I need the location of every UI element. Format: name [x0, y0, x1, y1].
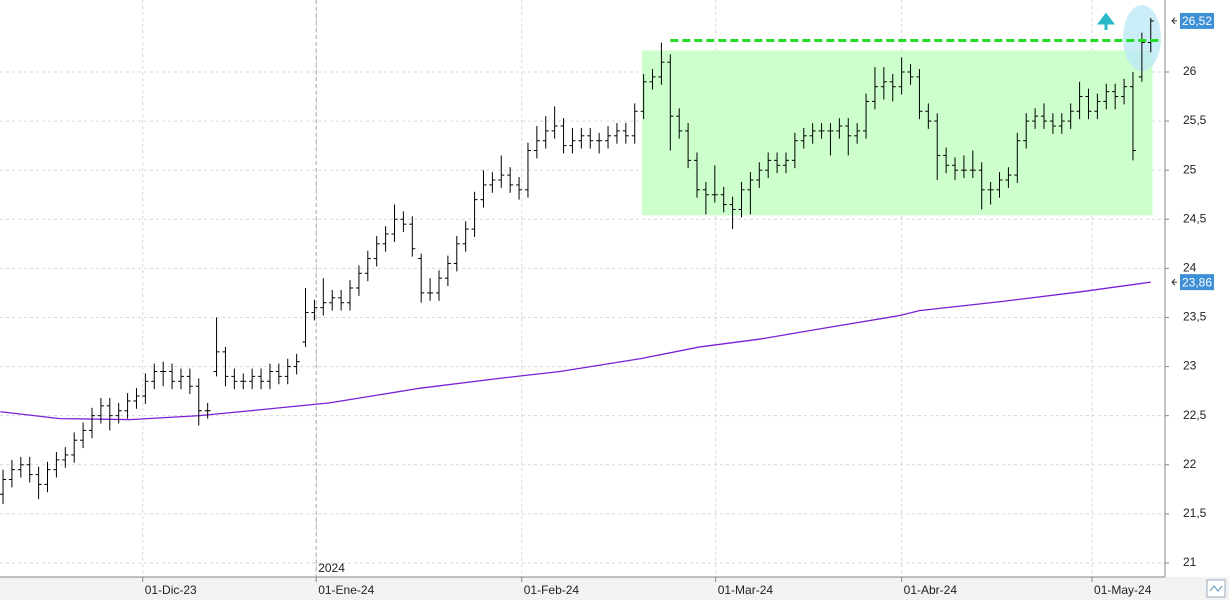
y-tick-label: 26	[1183, 64, 1197, 78]
up-arrow-icon	[1097, 12, 1115, 30]
year-label: 2024	[318, 561, 345, 575]
x-tick-label: 01-Mar-24	[718, 583, 774, 597]
x-tick-label: 01-Feb-24	[524, 583, 580, 597]
x-tick-label: 01-Dic-23	[145, 583, 197, 597]
x-tick-label: 01-Ene-24	[318, 583, 374, 597]
price-pointer	[1171, 278, 1177, 286]
y-tick-label: 22,5	[1183, 408, 1207, 422]
x-axis-band	[0, 577, 1229, 600]
price-label: 26,52	[1182, 14, 1212, 28]
range-box	[641, 50, 1153, 216]
y-tick-label: 24	[1183, 261, 1197, 275]
y-tick-label: 23,5	[1183, 310, 1207, 324]
y-tick-label: 21	[1183, 555, 1197, 569]
price-label: 23,86	[1182, 275, 1212, 289]
x-tick-label: 01-May-24	[1094, 583, 1152, 597]
x-tick-label: 01-Abr-24	[904, 583, 958, 597]
y-tick-label: 24,5	[1183, 211, 1207, 225]
moving-average-line	[0, 281, 1151, 421]
y-tick-label: 21,5	[1183, 506, 1207, 520]
price-label-box	[1180, 274, 1214, 291]
y-tick-label: 22	[1183, 457, 1197, 471]
y-tick-label: 25,5	[1183, 113, 1207, 127]
zoom-icon	[1209, 585, 1223, 592]
y-tick-label: 25	[1183, 162, 1197, 176]
price-pointer	[1171, 17, 1177, 25]
price-label-box	[1180, 12, 1214, 29]
y-tick-label: 23	[1183, 359, 1197, 373]
